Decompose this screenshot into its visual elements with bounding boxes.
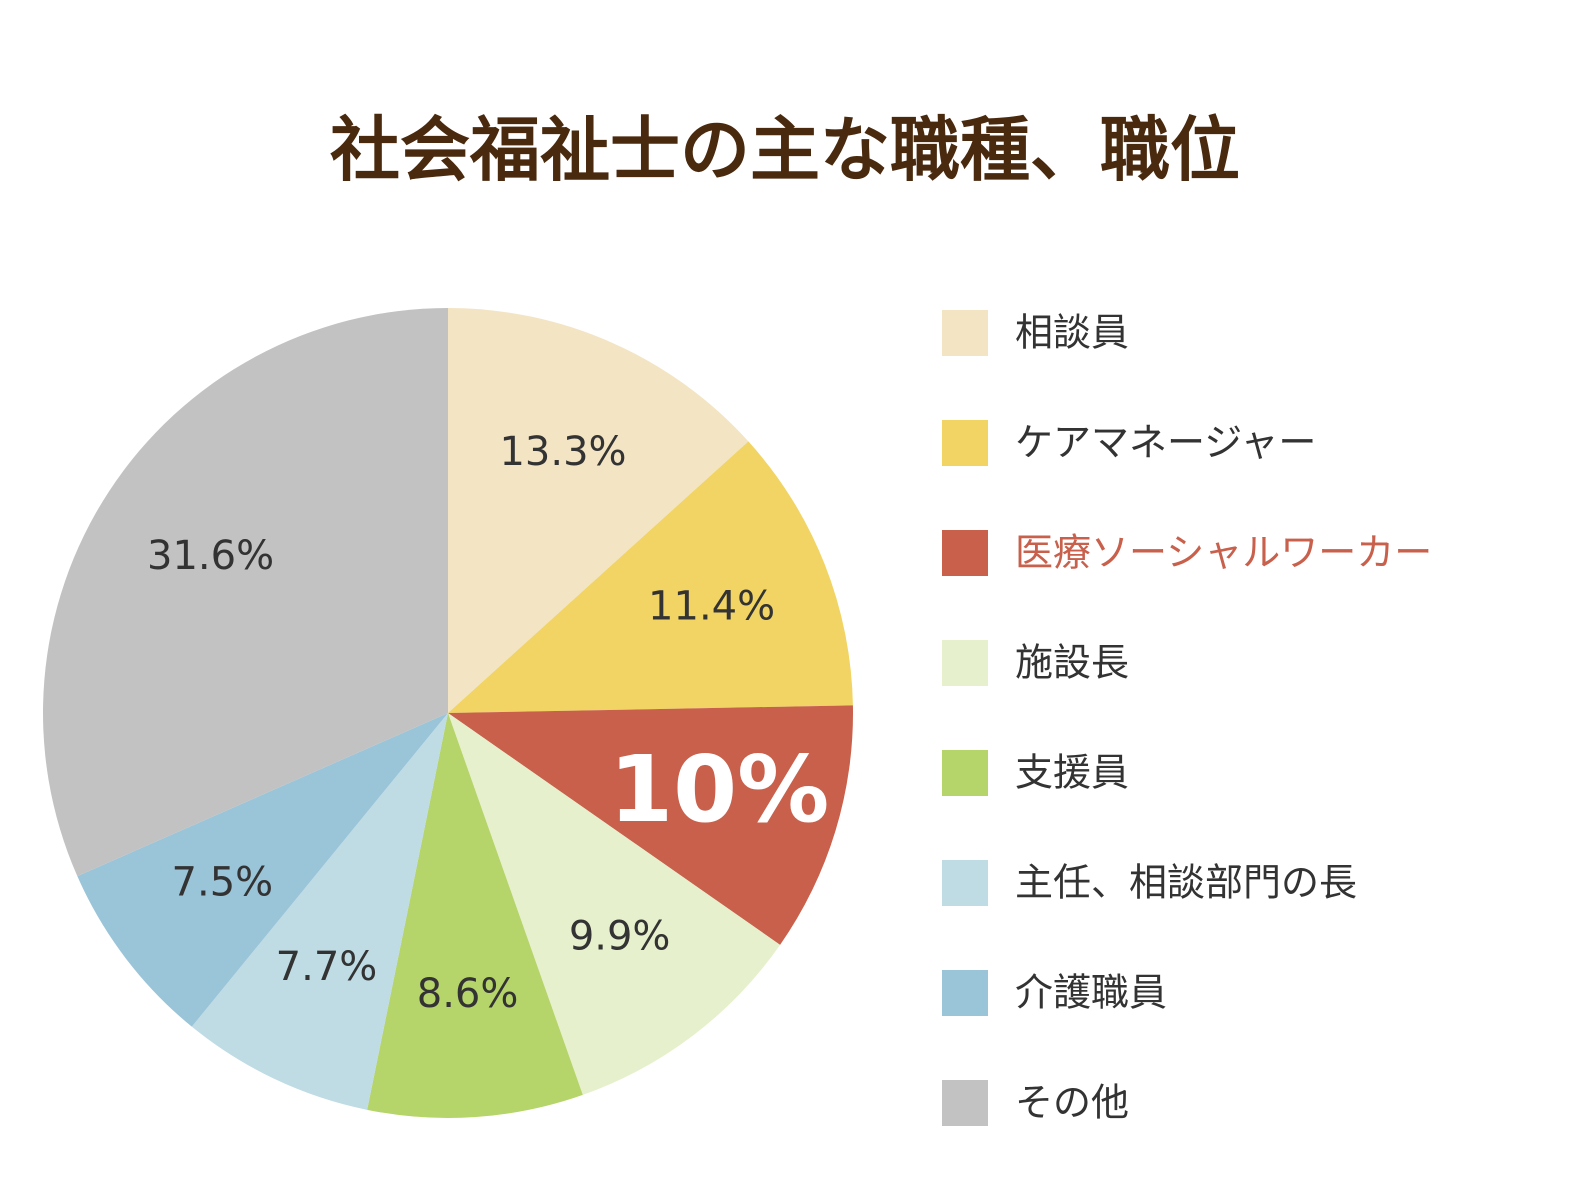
slice-label: 11.4% [648, 584, 775, 630]
legend-label: 介護職員 [1015, 971, 1167, 1015]
slice-label: 7.7% [276, 944, 378, 990]
legend-label: 相談員 [1015, 311, 1129, 355]
legend-swatch [942, 750, 988, 796]
legend-label: 支援員 [1015, 751, 1129, 795]
slice-label: 10% [609, 736, 829, 843]
legend-label: 医療ソーシャルワーカー [1015, 531, 1432, 575]
slice-label: 7.5% [172, 860, 274, 906]
legend-label: 主任、相談部門の長 [1015, 861, 1357, 905]
legend-label: ケアマネージャー [1015, 421, 1316, 465]
legend-label: その他 [1015, 1081, 1129, 1125]
pie-slice [77, 713, 448, 1027]
legend-swatch [942, 530, 988, 576]
pie-slice [448, 705, 853, 945]
slice-label: 8.6% [417, 971, 519, 1017]
legend-label: 施設長 [1015, 641, 1129, 685]
legend-swatch [942, 420, 988, 466]
pie-slice [448, 713, 781, 1095]
legend-swatch [942, 1080, 988, 1126]
pie-slice [448, 441, 853, 713]
slice-label: 13.3% [499, 429, 626, 475]
legend-swatch [942, 860, 988, 906]
slice-label: 31.6% [147, 533, 274, 579]
legend-swatch [942, 970, 988, 1016]
pie-slice [367, 713, 583, 1118]
pie-slice [448, 308, 749, 713]
legend-swatch [942, 310, 988, 356]
slice-label: 9.9% [569, 914, 671, 960]
pie-slice [191, 713, 448, 1110]
legend-swatch [942, 640, 988, 686]
pie-slice [43, 308, 448, 877]
chart-title: 社会福祉士の主な職種、職位 [330, 109, 1240, 191]
